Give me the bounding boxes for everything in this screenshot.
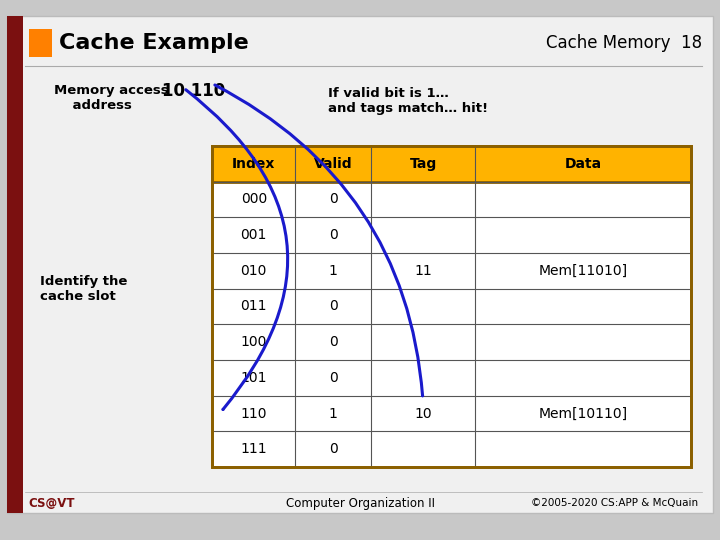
Text: 010: 010 [240,264,267,278]
Text: Tag: Tag [410,157,436,171]
FancyArrowPatch shape [215,85,423,396]
Bar [212,146,691,181]
Text: Computer Organization II: Computer Organization II [286,497,434,510]
Text: 110: 110 [240,407,267,421]
Text: 0: 0 [328,442,338,456]
Text: 11: 11 [414,264,432,278]
Text: Index: Index [232,157,276,171]
Text: 1: 1 [328,407,338,421]
Text: Valid: Valid [314,157,352,171]
Text: 101: 101 [240,371,267,385]
Text: ©2005-2020 CS:APP & McQuain: ©2005-2020 CS:APP & McQuain [531,498,698,508]
Bar [212,146,691,467]
Text: 0: 0 [328,192,338,206]
Text: 0: 0 [328,371,338,385]
Text: 111: 111 [240,442,267,456]
Text: 10 110: 10 110 [162,82,225,100]
Text: Identify the
cache slot: Identify the cache slot [40,275,127,303]
Bar [29,29,52,57]
Text: Mem[11010]: Mem[11010] [539,264,628,278]
Text: 0: 0 [328,300,338,313]
Text: 0: 0 [328,335,338,349]
Text: Memory access
    address: Memory access address [54,84,168,112]
Text: Mem[10110]: Mem[10110] [539,407,628,421]
Text: 100: 100 [240,335,267,349]
Text: 011: 011 [240,300,267,313]
Bar [212,146,691,467]
Text: CS@VT: CS@VT [29,497,76,510]
Text: 1: 1 [328,264,338,278]
Text: 001: 001 [240,228,267,242]
Text: If valid bit is 1…
and tags match… hit!: If valid bit is 1… and tags match… hit! [328,87,487,116]
Text: Data: Data [564,157,602,171]
Bar [7,16,23,513]
FancyArrowPatch shape [186,90,288,409]
Text: Cache Memory  18: Cache Memory 18 [546,33,702,52]
Text: 000: 000 [240,192,267,206]
Text: 0: 0 [328,228,338,242]
Text: Cache Example: Cache Example [59,32,249,53]
Text: 10: 10 [414,407,432,421]
